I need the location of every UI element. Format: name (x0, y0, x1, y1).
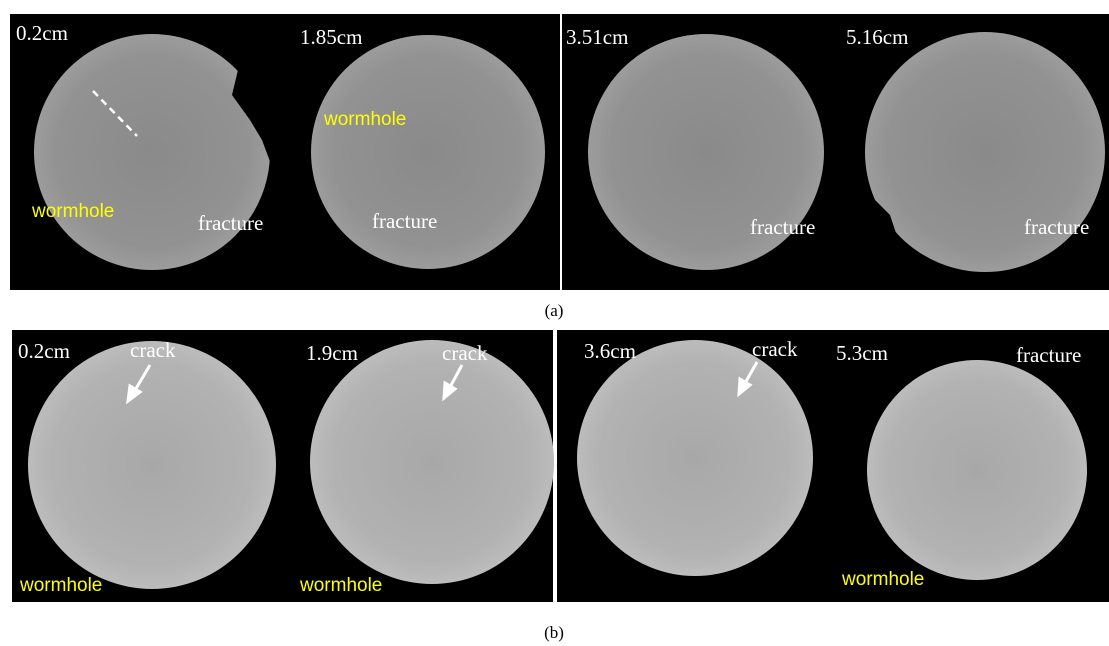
annotation: fracture (372, 209, 437, 233)
depth-label: 5.3cm (836, 341, 888, 365)
figure: 0.2cm wormhole fracture 1.85cm wormhole … (0, 0, 1109, 646)
annotation: fracture (750, 215, 815, 239)
annotation: wormhole (841, 569, 924, 590)
annotation: crack (442, 341, 488, 365)
annotation: crack (752, 337, 798, 361)
panel-label: (b) (544, 623, 564, 642)
depth-label: 5.16cm (846, 25, 908, 49)
depth-label: 1.9cm (306, 341, 358, 365)
core-slice (310, 340, 554, 584)
annotation: wormhole (19, 575, 102, 596)
core-slice (28, 341, 276, 589)
core-slice (577, 340, 813, 576)
annotation: wormhole (31, 201, 114, 222)
annotation: fracture (198, 211, 263, 235)
annotation: wormhole (299, 575, 382, 596)
annotation: fracture (1024, 215, 1089, 239)
panel-label: (a) (545, 301, 564, 320)
annotation: crack (130, 338, 176, 362)
annotation: wormhole (323, 109, 406, 130)
core-slice (867, 360, 1087, 580)
page: 0.2cm wormhole fracture 1.85cm wormhole … (0, 0, 1109, 646)
annotation: fracture (1016, 343, 1081, 367)
depth-label: 0.2cm (16, 21, 68, 45)
depth-label: 3.6cm (584, 339, 636, 363)
core-slice (311, 35, 545, 269)
depth-label: 0.2cm (18, 339, 70, 363)
depth-label: 1.85cm (300, 25, 362, 49)
depth-label: 3.51cm (566, 25, 628, 49)
